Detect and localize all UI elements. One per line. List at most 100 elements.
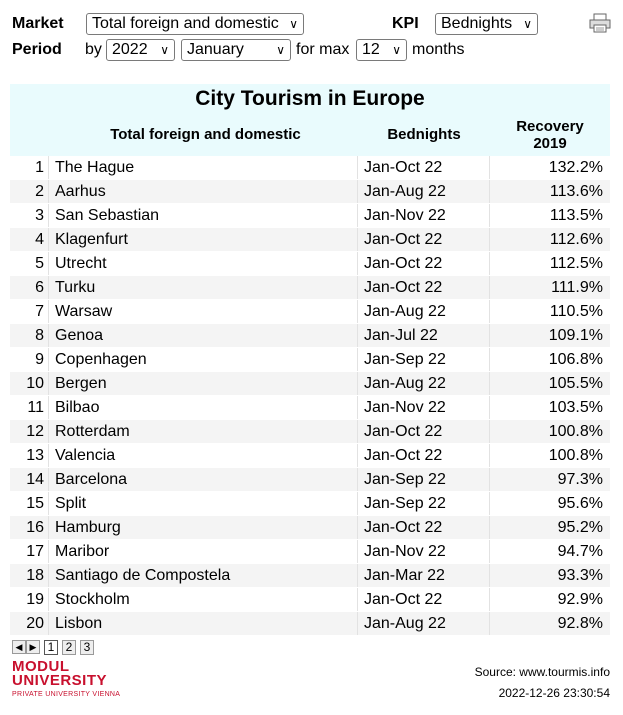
city-cell: Copenhagen bbox=[49, 348, 358, 371]
recovery-cell: 132.2% bbox=[490, 156, 610, 179]
city-cell: Stockholm bbox=[49, 588, 358, 611]
recovery-cell: 110.5% bbox=[490, 300, 610, 323]
market-select[interactable]: Total foreign and domestic ∨ bbox=[86, 13, 304, 35]
city-cell: Split bbox=[49, 492, 358, 515]
period-cell: Jan-Oct 22 bbox=[358, 276, 490, 299]
recovery-cell: 112.6% bbox=[490, 228, 610, 251]
rank-cell: 19 bbox=[10, 588, 49, 611]
rank-cell: 12 bbox=[10, 420, 49, 443]
recovery-cell: 103.5% bbox=[490, 396, 610, 419]
table-row: 13 Valencia Jan-Oct 22 100.8% bbox=[10, 444, 610, 468]
page-1-button[interactable]: 1 bbox=[44, 639, 58, 655]
period-cell: Jan-Oct 22 bbox=[358, 444, 490, 467]
market-label: Market bbox=[12, 15, 64, 32]
kpi-label: KPI bbox=[392, 15, 419, 32]
period-cell: Jan-Jul 22 bbox=[358, 324, 490, 347]
recovery-header-line2: 2019 bbox=[533, 135, 567, 152]
city-cell: Turku bbox=[49, 276, 358, 299]
table-header: Total foreign and domestic Bednights Rec… bbox=[10, 114, 610, 156]
rank-cell: 10 bbox=[10, 372, 49, 395]
page-2-button[interactable]: 2 bbox=[62, 639, 76, 655]
period-label: Period bbox=[12, 41, 62, 58]
recovery-cell: 106.8% bbox=[490, 348, 610, 371]
rank-cell: 20 bbox=[10, 612, 49, 635]
rank-cell: 14 bbox=[10, 468, 49, 491]
chevron-down-icon: ∨ bbox=[523, 17, 532, 31]
table-row: 5 Utrecht Jan-Oct 22 112.5% bbox=[10, 252, 610, 276]
kpi-header: Bednights bbox=[387, 126, 461, 143]
rank-cell: 3 bbox=[10, 204, 49, 227]
city-cell: Lisbon bbox=[49, 612, 358, 635]
recovery-cell: 100.8% bbox=[490, 444, 610, 467]
city-cell: Warsaw bbox=[49, 300, 358, 323]
chevron-down-icon: ∨ bbox=[160, 43, 169, 57]
table-row: 1 The Hague Jan-Oct 22 132.2% bbox=[10, 156, 610, 180]
period-cell: Jan-Oct 22 bbox=[358, 156, 490, 179]
recovery-header-line1: Recovery bbox=[516, 118, 584, 135]
ranking-table: City Tourism in Europe Total foreign and… bbox=[10, 84, 610, 636]
city-cell: Hamburg bbox=[49, 516, 358, 539]
table-title: City Tourism in Europe bbox=[10, 84, 610, 114]
logo-line2: UNIVERSITY bbox=[12, 672, 108, 689]
market-header: Total foreign and domestic bbox=[110, 126, 301, 143]
rank-cell: 11 bbox=[10, 396, 49, 419]
period-cell: Jan-Sep 22 bbox=[358, 348, 490, 371]
city-cell: Rotterdam bbox=[49, 420, 358, 443]
period-cell: Jan-Sep 22 bbox=[358, 468, 490, 491]
month-select[interactable]: January ∨ bbox=[181, 39, 291, 61]
recovery-cell: 97.3% bbox=[490, 468, 610, 491]
page-3-button[interactable]: 3 bbox=[80, 639, 94, 655]
rank-cell: 5 bbox=[10, 252, 49, 275]
recovery-cell: 105.5% bbox=[490, 372, 610, 395]
table-row: 12 Rotterdam Jan-Oct 22 100.8% bbox=[10, 420, 610, 444]
rank-cell: 7 bbox=[10, 300, 49, 323]
recovery-cell: 111.9% bbox=[490, 276, 610, 299]
table-row: 3 San Sebastian Jan-Nov 22 113.5% bbox=[10, 204, 610, 228]
logo-wordmark: MODUL UNIVERSITY bbox=[12, 659, 108, 689]
period-cell: Jan-Oct 22 bbox=[358, 228, 490, 251]
period-cell: Jan-Sep 22 bbox=[358, 492, 490, 515]
recovery-cell: 109.1% bbox=[490, 324, 610, 347]
recovery-cell: 92.8% bbox=[490, 612, 610, 635]
months-count-value: 12 bbox=[362, 41, 380, 58]
recovery-cell: 93.3% bbox=[490, 564, 610, 587]
city-cell: Maribor bbox=[49, 540, 358, 563]
table-row: 11 Bilbao Jan-Nov 22 103.5% bbox=[10, 396, 610, 420]
university-logo: MODUL UNIVERSITY PRIVATE UNIVERSITY VIEN… bbox=[12, 659, 132, 700]
recovery-cell: 112.5% bbox=[490, 252, 610, 275]
timestamp: 2022-12-26 23:30:54 bbox=[498, 686, 610, 700]
city-cell: Barcelona bbox=[49, 468, 358, 491]
months-count-select[interactable]: 12 ∨ bbox=[356, 39, 407, 61]
table-row: 2 Aarhus Jan-Aug 22 113.6% bbox=[10, 180, 610, 204]
year-select[interactable]: 2022 ∨ bbox=[106, 39, 175, 61]
next-page-button[interactable]: ▶ bbox=[26, 640, 40, 654]
kpi-select[interactable]: Bednights ∨ bbox=[435, 13, 538, 35]
table-row: 19 Stockholm Jan-Oct 22 92.9% bbox=[10, 588, 610, 612]
recovery-cell: 94.7% bbox=[490, 540, 610, 563]
recovery-cell: 95.2% bbox=[490, 516, 610, 539]
table-row: 4 Klagenfurt Jan-Oct 22 112.6% bbox=[10, 228, 610, 252]
table-body: 1 The Hague Jan-Oct 22 132.2% 2 Aarhus Jan-Aug… bbox=[10, 156, 610, 636]
period-cell: Jan-Mar 22 bbox=[358, 564, 490, 587]
city-cell: San Sebastian bbox=[49, 204, 358, 227]
recovery-cell: 113.6% bbox=[490, 180, 610, 203]
market-select-value: Total foreign and domestic bbox=[92, 15, 279, 32]
city-cell: Santiago de Compostela bbox=[49, 564, 358, 587]
city-cell: Bilbao bbox=[49, 396, 358, 419]
table-row: 15 Split Jan-Sep 22 95.6% bbox=[10, 492, 610, 516]
recovery-header: Recovery 2019 bbox=[490, 114, 610, 156]
table-row: 17 Maribor Jan-Nov 22 94.7% bbox=[10, 540, 610, 564]
rank-cell: 2 bbox=[10, 180, 49, 203]
recovery-cell: 100.8% bbox=[490, 420, 610, 443]
period-cell: Jan-Nov 22 bbox=[358, 540, 490, 563]
printer-icon[interactable] bbox=[589, 13, 611, 33]
city-cell: The Hague bbox=[49, 156, 358, 179]
prev-page-button[interactable]: ◀ bbox=[12, 640, 26, 654]
period-cell: Jan-Oct 22 bbox=[358, 252, 490, 275]
period-cell: Jan-Nov 22 bbox=[358, 204, 490, 227]
period-cell: Jan-Oct 22 bbox=[358, 588, 490, 611]
table-row: 18 Santiago de Compostela Jan-Mar 22 93.3% bbox=[10, 564, 610, 588]
table-row: 6 Turku Jan-Oct 22 111.9% bbox=[10, 276, 610, 300]
